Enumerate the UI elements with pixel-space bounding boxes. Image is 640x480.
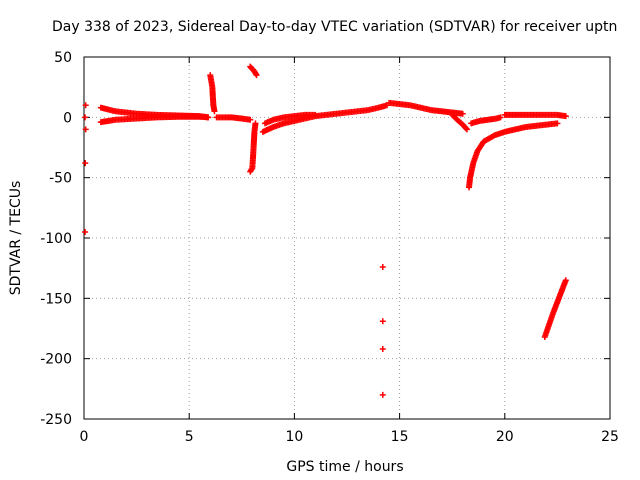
data-point <box>82 102 89 109</box>
data-point <box>82 228 89 235</box>
data-point <box>463 126 470 133</box>
x-tick-label: 10 <box>285 429 303 445</box>
data-point <box>205 114 212 121</box>
y-tick-label: -250 <box>40 412 72 428</box>
data-points <box>82 63 569 398</box>
data-point <box>253 72 260 79</box>
data-point <box>379 263 386 270</box>
data-point <box>312 111 319 118</box>
y-tick-label: -150 <box>40 291 72 307</box>
data-point <box>252 120 259 127</box>
data-point <box>247 116 254 123</box>
data-point <box>379 346 386 353</box>
data-point <box>463 125 470 132</box>
data-point <box>497 114 504 121</box>
chart-title: Day 338 of 2023, Sidereal Day-to-day VTE… <box>52 19 617 35</box>
y-tick-label: -100 <box>40 231 72 247</box>
data-point <box>554 120 561 127</box>
data-point <box>211 108 218 115</box>
y-axis-label: SDTVAR / TECUs <box>8 181 24 296</box>
y-tick-label: -200 <box>40 352 72 368</box>
data-point <box>82 126 89 133</box>
x-tick-label: 20 <box>496 429 514 445</box>
y-tick-label: 0 <box>63 110 72 126</box>
x-tick-label: 25 <box>601 429 619 445</box>
data-point <box>459 110 466 117</box>
data-point <box>82 160 89 167</box>
data-point <box>82 114 89 121</box>
x-tick-label: 15 <box>391 429 409 445</box>
x-axis-label: GPS time / hours <box>286 459 403 475</box>
data-point <box>379 391 386 398</box>
data-point <box>562 113 569 120</box>
x-tick-label: 5 <box>185 429 194 445</box>
y-tick-label: 50 <box>54 50 72 66</box>
x-tick-label: 0 <box>80 429 89 445</box>
data-point <box>379 318 386 325</box>
axis-ticks: 0 5 10 15 20 25 -250 -200 -150 -100 -50 0 50 <box>40 50 619 445</box>
y-tick-label: -50 <box>49 171 72 187</box>
data-point <box>562 277 569 284</box>
